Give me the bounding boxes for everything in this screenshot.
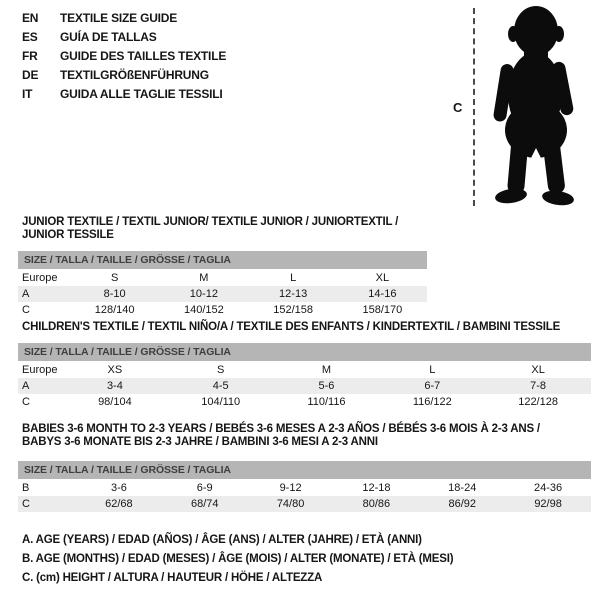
- childrens-textile-table: CHILDREN'S TEXTILE / TEXTIL NIÑO/A / TEX…: [18, 321, 591, 410]
- size-value-cell: 68/74: [190, 498, 219, 510]
- language-title-list: EN TEXTILE SIZE GUIDE ES GUÍA DE TALLAS FR GU…: [22, 9, 226, 104]
- size-value-cell: L: [429, 364, 436, 376]
- size-value-cell: XL: [531, 364, 545, 376]
- size-value-cell: 9-12: [279, 482, 302, 494]
- table-row: Europe S M L XL: [18, 270, 427, 286]
- size-value-cell: 74/80: [276, 498, 305, 510]
- table-row: C 62/68 68/74 74/80 80/86 86/92 92/98: [18, 496, 591, 512]
- row-label: A: [22, 288, 30, 300]
- language-code: ES: [22, 30, 38, 44]
- table-rows: B 3-6 6-9 9-12 12-18 18-24 24-36 C 62/68 68/74 74/…: [18, 480, 591, 512]
- size-value-cell: 7-8: [530, 380, 547, 392]
- size-value-cell: 12-13: [279, 288, 308, 300]
- language-code: DE: [22, 68, 39, 82]
- footnote-line: A. AGE (YEARS) / EDAD (AÑOS) / ÂGE (ANS)…: [22, 534, 422, 546]
- size-value-cell: 104/110: [201, 396, 241, 408]
- baby-silhouette-icon: [493, 6, 574, 206]
- table-rows: Europe XS S M L XL A 3-4 4-5 5-6 6-7 7-8 C 98/104 104/…: [18, 362, 591, 410]
- size-value-cell: 152/158: [273, 304, 313, 316]
- language-title: GUIDA ALLE TAGLIE TESSILI: [60, 87, 223, 101]
- size-value-cell: 24-36: [534, 482, 563, 494]
- table-title: CHILDREN'S TEXTILE / TEXTIL NIÑO/A / TEX…: [22, 321, 561, 333]
- row-label: Europe: [22, 272, 58, 284]
- size-value-cell: S: [110, 272, 119, 284]
- language-row: EN TEXTILE SIZE GUIDE: [22, 9, 226, 28]
- language-code: FR: [22, 49, 38, 63]
- size-value-cell: M: [321, 364, 332, 376]
- table-row: C 128/140 140/152 152/158 158/170: [18, 302, 427, 318]
- table-header-bar: SIZE / TALLA / TAILLE / GRÖSSE / TAGLIA: [18, 251, 427, 269]
- table-header-bar: SIZE / TALLA / TAILLE / GRÖSSE / TAGLIA: [18, 343, 591, 361]
- row-label: A: [22, 380, 30, 392]
- language-row: FR GUIDE DES TAILLES TEXTILE: [22, 47, 226, 66]
- language-title: GUÍA DE TALLAS: [60, 30, 157, 44]
- size-value-cell: 3-4: [106, 380, 123, 392]
- size-value-cell: 128/140: [94, 304, 135, 316]
- size-value-cell: L: [290, 272, 297, 284]
- size-value-cell: 110/116: [307, 396, 346, 408]
- language-code: IT: [22, 87, 33, 101]
- footnote-line: C. (cm) HEIGHT / ALTURA / HAUTEUR / HÖHE…: [22, 572, 323, 584]
- table-rows: Europe S M L XL A 8-10 10-12 12-13 14-16 C 128/140 1…: [18, 270, 427, 318]
- language-row: ES GUÍA DE TALLAS: [22, 28, 226, 47]
- row-label: C: [22, 304, 30, 316]
- size-value-cell: 4-5: [212, 380, 229, 392]
- language-row: IT GUIDA ALLE TAGLIE TESSILI: [22, 85, 226, 104]
- language-row: DE TEXTILGRÖßENFÜHRUNG: [22, 66, 226, 85]
- size-value-cell: 92/98: [534, 498, 562, 510]
- size-value-cell: 6-7: [424, 380, 441, 392]
- size-value-cell: 6-9: [196, 482, 213, 494]
- size-value-cell: M: [199, 272, 209, 284]
- table-header-bar: SIZE / TALLA / TAILLE / GRÖSSE / TAGLIA: [18, 461, 591, 479]
- size-value-cell: 8-10: [103, 288, 126, 300]
- table-row: C 98/104 104/110 110/116 116/122 122/128: [18, 394, 591, 410]
- language-title: TEXTILGRÖßENFÜHRUNG: [60, 68, 209, 82]
- size-value-cell: 12-18: [362, 482, 391, 494]
- measure-legend: A. AGE (YEARS) / EDAD (AÑOS) / ÂGE (ANS)…: [22, 531, 454, 588]
- size-value-cell: 158/170: [362, 304, 403, 316]
- size-value-cell: XS: [107, 364, 123, 376]
- size-value-cell: S: [217, 364, 225, 376]
- size-value-cell: 14-16: [368, 288, 397, 300]
- row-label: B: [22, 482, 30, 494]
- size-value-cell: 116/122: [412, 396, 452, 408]
- babies-textile-table: BABIES 3-6 MONTH TO 2-3 YEARS / BEBÉS 3-…: [18, 423, 591, 512]
- junior-textile-table: JUNIOR TEXTILE / TEXTIL JUNIOR/ TEXTILE …: [18, 216, 427, 318]
- size-value-cell: 140/152: [183, 304, 224, 316]
- row-label: Europe: [22, 364, 58, 376]
- table-row: Europe XS S M L XL: [18, 362, 591, 378]
- language-title: TEXTILE SIZE GUIDE: [60, 11, 178, 25]
- size-value-cell: 80/86: [362, 498, 391, 510]
- size-value-cell: 5-6: [318, 380, 335, 392]
- table-row: A 8-10 10-12 12-13 14-16: [18, 286, 427, 302]
- size-value-cell: 98/104: [98, 396, 132, 408]
- size-value-cell: 3-6: [110, 482, 127, 494]
- baby-figure-area: C: [440, 0, 600, 212]
- table-title: BABIES 3-6 MONTH TO 2-3 YEARS / BEBÉS 3-…: [22, 423, 540, 448]
- size-value-cell: 122/128: [518, 396, 558, 408]
- height-measure-label: C: [453, 100, 463, 115]
- size-value-cell: 10-12: [189, 288, 218, 300]
- size-value-cell: 86/92: [448, 498, 476, 510]
- language-title: GUIDE DES TAILLES TEXTILE: [60, 49, 227, 63]
- table-row: B 3-6 6-9 9-12 12-18 18-24 24-36: [18, 480, 591, 496]
- size-value-cell: XL: [375, 272, 390, 284]
- size-value-cell: 62/68: [105, 498, 133, 510]
- row-label: C: [22, 396, 30, 408]
- language-code: EN: [22, 11, 39, 25]
- footnote-line: B. AGE (MONTHS) / EDAD (MESES) / ÂGE (MO…: [22, 553, 454, 565]
- table-title: JUNIOR TEXTILE / TEXTIL JUNIOR/ TEXTILE …: [22, 216, 399, 241]
- size-value-cell: 18-24: [448, 482, 477, 494]
- height-measure-dashed-line: [473, 8, 475, 206]
- table-row: A 3-4 4-5 5-6 6-7 7-8: [18, 378, 591, 394]
- row-label: C: [22, 498, 30, 510]
